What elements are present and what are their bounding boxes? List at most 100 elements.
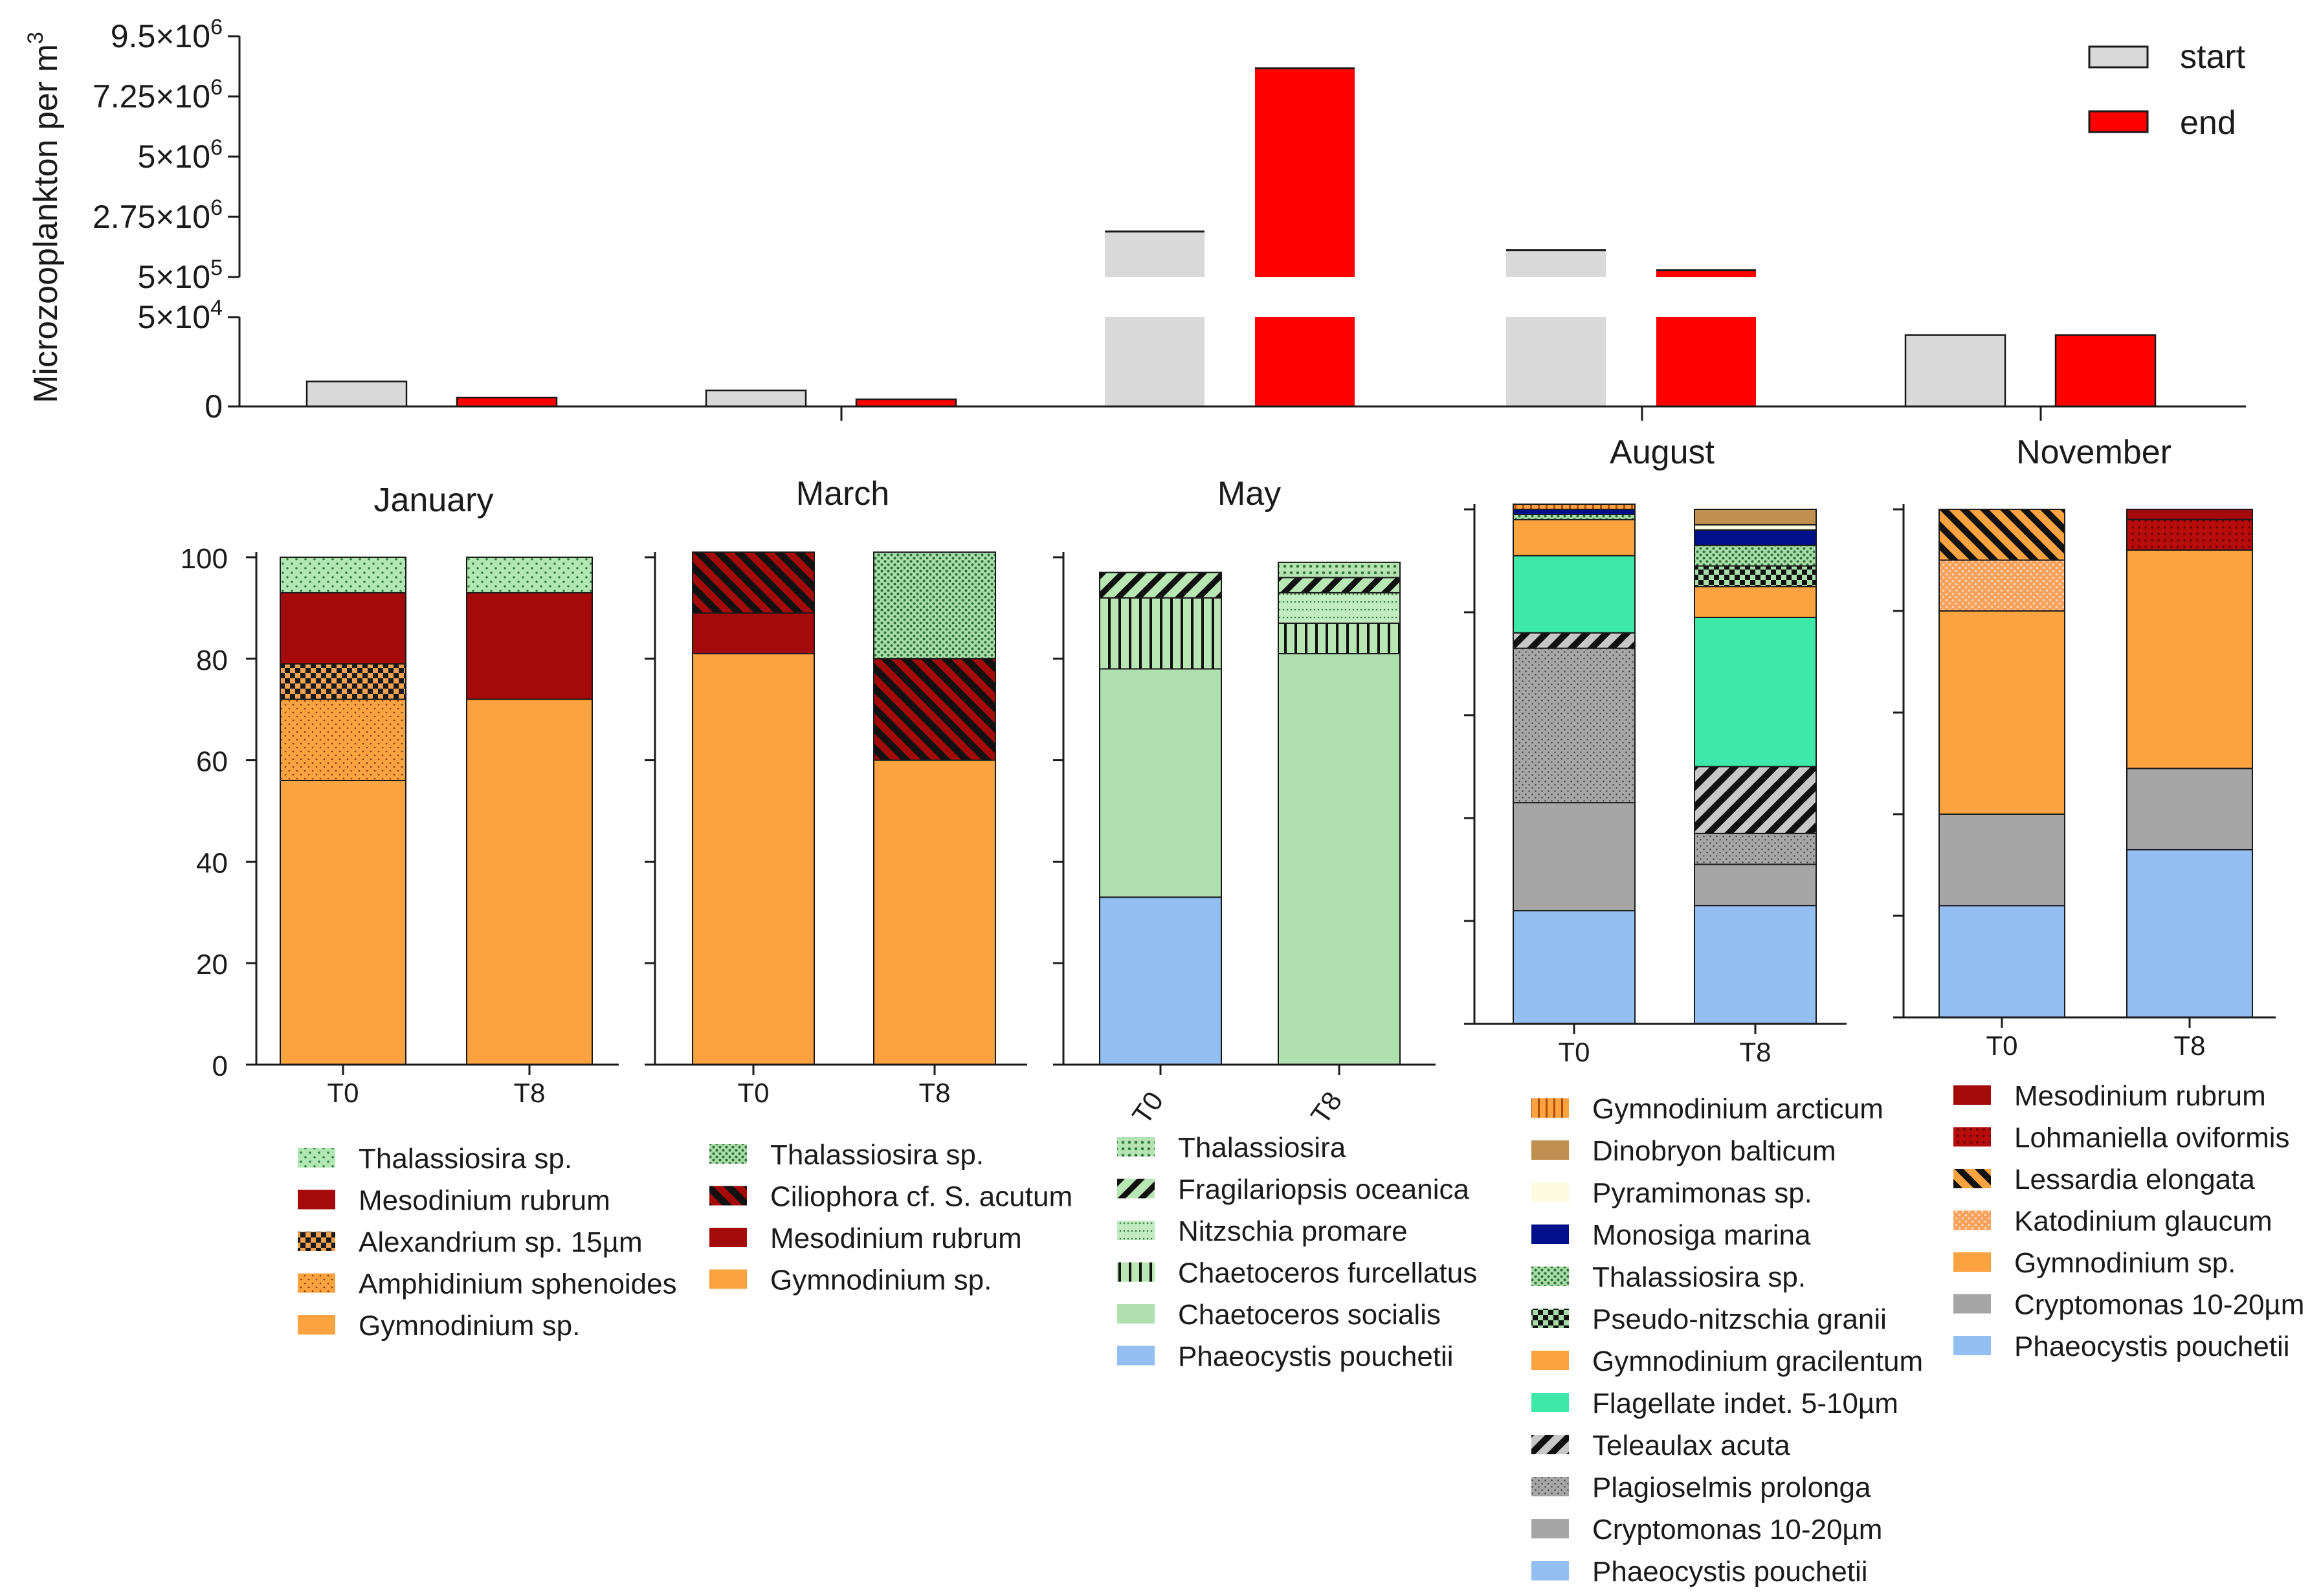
legend-label-august-plagioselmis-prolonga: Plagioselmis prolonga xyxy=(1592,1472,1871,1503)
segment-may-t0-phaeocystis-pouchetii xyxy=(1099,896,1222,1066)
segment-november-t8-lohmaniella-oviformis xyxy=(2126,518,2253,551)
legend-label-may-fragilariopsis-oceanica: Fragilariopsis oceanica xyxy=(1178,1174,1470,1206)
segment-january-t0-alexandrium-sp-15-m xyxy=(280,663,406,700)
panel-y-tick-label: 20 xyxy=(196,949,228,981)
top-y-tick-mantissa: 5×10 xyxy=(137,139,210,175)
segment-may-t8-chaetoceros-furcellatus xyxy=(1278,622,1401,654)
legend-label-may-nitzschia-promare: Nitzschia promare xyxy=(1178,1215,1408,1247)
top-y-axis-label-main: Microzooplankton per m xyxy=(27,44,65,403)
top-y-tick-label: 9.5×106 xyxy=(111,15,223,54)
segment-may-t0-chaetoceros-furcellatus xyxy=(1099,597,1222,670)
legend-swatch-may-nitzschia-promare xyxy=(1117,1221,1155,1240)
segment-august-t0-flagellate-indet-5-10-m xyxy=(1513,555,1636,634)
panel-x-label-t8: T8 xyxy=(918,1078,950,1108)
segment-may-t8-thalassiosira xyxy=(1278,561,1401,579)
top-y-tick-exponent: 5 xyxy=(210,256,223,280)
top-y-tick-exponent: 6 xyxy=(210,135,223,160)
legend-swatch-august-teleaulax-acuta xyxy=(1531,1435,1569,1454)
panel-title-january: January xyxy=(374,482,494,519)
segment-march-t8-gymnodinium-sp xyxy=(873,759,996,1065)
legend-swatch-november-phaeocystis-pouchetii xyxy=(1953,1336,1991,1355)
legend-january: Thalassiosira sp. Mesodinium rubrum Alexan… xyxy=(298,1143,677,1342)
panel-may: May T0 T8 xyxy=(1053,475,1436,1129)
legend-label-august-cryptomonas-10-20-m: Cryptomonas 10-20µm xyxy=(1592,1514,1882,1546)
top-bar-chart: Microzooplankton per m3 05×1045×1052.75×… xyxy=(23,15,2246,425)
top-y-tick-label: 5×104 xyxy=(137,296,223,335)
legend-november: Mesodinium rubrum Lohmaniella oviformis Le… xyxy=(1953,1080,2304,1362)
legend-label-january-alexandrium-sp-15-m: Alexandrium sp. 15µm xyxy=(359,1226,643,1258)
legend-label-january-gymnodinium-sp: Gymnodinium sp. xyxy=(359,1310,580,1342)
segment-august-t0-gymnodinium-arcticum xyxy=(1513,504,1636,510)
legend-swatch-march-gymnodinium-sp xyxy=(709,1269,747,1289)
legend-swatch-august-dinobryon-balticum xyxy=(1531,1140,1569,1160)
top-y-tick-label: 0 xyxy=(205,388,223,425)
top-bar-november-end xyxy=(2054,334,2157,408)
segment-august-t8-thalassiosira-sp xyxy=(1694,544,1817,567)
panel-august: August T0 T8 xyxy=(1464,434,1847,1067)
top-bar-august-end-upper xyxy=(1656,270,1756,277)
legend-swatch-august-pseudo-nitzschia-granii xyxy=(1531,1309,1569,1328)
legend-label-august-dinobryon-balticum: Dinobryon balticum xyxy=(1592,1135,1836,1167)
top-bar-august-start-upper xyxy=(1506,250,1606,277)
segment-august-t8-dinobryon-balticum xyxy=(1694,509,1817,526)
top-y-tick-mantissa: 7.25×10 xyxy=(93,78,210,115)
segment-november-t0-lessardia-elongata xyxy=(1938,509,2065,561)
top-y-tick-label: 2.75×106 xyxy=(93,195,223,235)
legend-label-august-pseudo-nitzschia-granii: Pseudo-nitzschia granii xyxy=(1592,1303,1887,1335)
top-y-tick-mantissa: 2.75×10 xyxy=(93,199,210,235)
top-bar-may-end-lower xyxy=(1255,317,1355,406)
segment-march-t8-thalassiosira-sp xyxy=(873,551,996,659)
segment-march-t0-gymnodinium-sp xyxy=(692,652,815,1065)
legend-swatch-january-gymnodinium-sp xyxy=(298,1315,335,1335)
legend-swatch-end xyxy=(2088,110,2149,133)
top-bar-may-end-upper xyxy=(1255,68,1355,277)
legend-august: Gymnodinium arcticum Dinobryon balticum Py… xyxy=(1531,1093,1923,1588)
top-x-axis xyxy=(239,405,2246,421)
top-bar-august-end-lower xyxy=(1656,317,1756,406)
segment-january-t0-mesodinium-rubrum xyxy=(280,592,406,665)
legend-swatch-january-amphidinium-sphenoides xyxy=(298,1273,335,1293)
top-bars xyxy=(305,67,2157,408)
legend-swatch-november-lohmaniella-oviformis xyxy=(1953,1127,1991,1147)
legend-label-august-monosiga-marina: Monosiga marina xyxy=(1592,1219,1811,1251)
top-bar-november-start xyxy=(1904,334,2006,408)
legend-swatch-august-flagellate-indet-5-10-m xyxy=(1531,1393,1569,1412)
top-y-tick-mantissa: 9.5×10 xyxy=(111,18,210,54)
top-y-tick-exponent: 6 xyxy=(210,15,223,39)
legend-label-november-lessardia-elongata: Lessardia elongata xyxy=(2014,1164,2255,1195)
top-bar-march-start xyxy=(705,389,807,408)
legend-label-may-thalassiosira: Thalassiosira xyxy=(1178,1132,1346,1164)
legend-label-november-phaeocystis-pouchetii: Phaeocystis pouchetii xyxy=(2014,1331,2290,1362)
legend-swatch-november-mesodinium-rubrum xyxy=(1953,1085,1991,1105)
legend-swatch-november-gymnodinium-sp xyxy=(1953,1252,1991,1272)
panel-y-tick-label: 100 xyxy=(181,543,228,575)
legend-label-january-amphidinium-sphenoides: Amphidinium sphenoides xyxy=(359,1269,677,1300)
segment-march-t0-mesodinium-rubrum xyxy=(692,612,815,654)
legend-swatch-august-cryptomonas-10-20-m xyxy=(1531,1519,1569,1538)
top-bar-january-start xyxy=(305,381,408,408)
top-y-axis-label: Microzooplankton per m3 xyxy=(23,32,65,403)
segment-march-t0-ciliophora-cf-s-acutum xyxy=(692,551,815,614)
panel-x-label-t0: T0 xyxy=(327,1078,359,1108)
segment-august-t8-pyramimonas-sp xyxy=(1694,524,1817,531)
top-bar-january-end xyxy=(456,396,558,408)
legend-label-august-phaeocystis-pouchetii: Phaeocystis pouchetii xyxy=(1592,1556,1868,1588)
segment-august-t0-monosiga-marina xyxy=(1513,509,1636,515)
panel-x-label-t0: T0 xyxy=(1126,1086,1170,1129)
legend-label-january-mesodinium-rubrum: Mesodinium rubrum xyxy=(359,1185,610,1217)
segment-january-t0-thalassiosira-sp xyxy=(280,557,406,593)
panel-title-november: November xyxy=(2016,434,2171,471)
panel-march: March T0 T8 xyxy=(645,475,1027,1108)
legend-swatch-may-thalassiosira xyxy=(1117,1137,1155,1157)
panel-x-label-t0: T0 xyxy=(1558,1037,1590,1067)
segment-august-t8-monosiga-marina xyxy=(1694,529,1817,546)
segment-may-t8-chaetoceros-socialis xyxy=(1278,652,1401,1065)
segment-november-t0-gymnodinium-sp xyxy=(1938,610,2065,815)
segment-may-t8-nitzschia-promare xyxy=(1278,592,1401,624)
segment-august-t8-cryptomonas-10-20-m xyxy=(1694,863,1817,907)
panel-y-tick-label: 0 xyxy=(212,1050,228,1082)
panel-x-label-t0: T0 xyxy=(737,1078,769,1108)
legend-label-march-gymnodinium-sp: Gymnodinium sp. xyxy=(770,1265,992,1296)
top-bar-may-start-upper xyxy=(1105,231,1205,277)
